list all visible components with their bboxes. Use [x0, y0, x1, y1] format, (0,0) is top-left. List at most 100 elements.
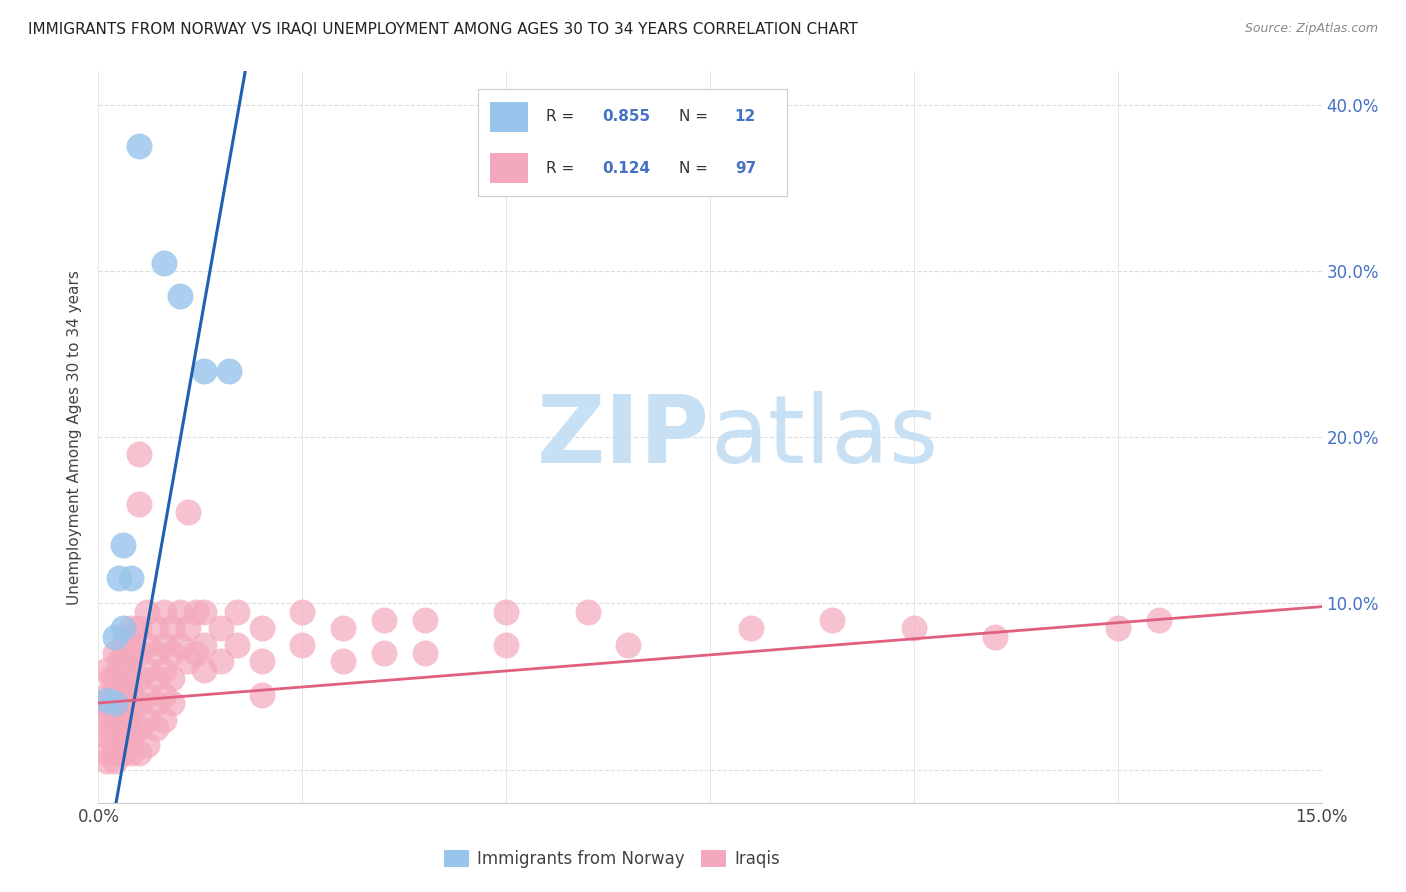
Point — [250, 621, 273, 635]
Point — [96, 699, 118, 714]
Point — [96, 692, 118, 706]
Point — [152, 255, 174, 269]
Point — [111, 729, 134, 743]
Text: atlas: atlas — [710, 391, 938, 483]
Point — [145, 646, 167, 660]
Point — [145, 671, 167, 685]
Point — [209, 655, 232, 669]
Text: 97: 97 — [735, 161, 756, 176]
Point — [96, 746, 118, 760]
Text: IMMIGRANTS FROM NORWAY VS IRAQI UNEMPLOYMENT AMONG AGES 30 TO 34 YEARS CORRELATI: IMMIGRANTS FROM NORWAY VS IRAQI UNEMPLOY… — [28, 22, 858, 37]
Text: ZIP: ZIP — [537, 391, 710, 483]
Point — [291, 605, 314, 619]
Point — [186, 646, 208, 660]
Point — [576, 605, 599, 619]
Point — [104, 696, 127, 710]
Point — [1147, 613, 1170, 627]
Point — [136, 713, 159, 727]
Point — [111, 655, 134, 669]
Point — [111, 713, 134, 727]
Point — [91, 696, 114, 710]
Point — [373, 613, 395, 627]
Point — [108, 655, 131, 669]
Point — [128, 139, 150, 153]
Point — [128, 746, 150, 760]
Text: R =: R = — [546, 161, 579, 176]
Point — [96, 663, 118, 677]
Point — [1107, 621, 1129, 635]
Text: R =: R = — [546, 109, 579, 124]
Point — [104, 729, 127, 743]
Point — [120, 646, 142, 660]
Point — [120, 671, 142, 685]
Point — [186, 605, 208, 619]
Point — [120, 571, 142, 585]
Point — [903, 621, 925, 635]
Point — [193, 363, 215, 377]
Point — [100, 729, 122, 743]
Text: N =: N = — [679, 109, 713, 124]
Point — [226, 605, 249, 619]
Point — [108, 571, 131, 585]
Point — [120, 729, 142, 743]
Point — [104, 688, 127, 702]
Point — [169, 289, 191, 303]
Point — [169, 605, 191, 619]
Point — [100, 696, 122, 710]
Point — [413, 646, 436, 660]
Point — [120, 746, 142, 760]
Point — [128, 671, 150, 685]
Point — [160, 696, 183, 710]
Point — [111, 621, 134, 635]
Point — [169, 638, 191, 652]
Point — [120, 621, 142, 635]
Point — [115, 713, 138, 727]
Text: N =: N = — [679, 161, 713, 176]
Point — [128, 721, 150, 735]
Point — [96, 713, 118, 727]
Point — [115, 680, 138, 694]
Point — [740, 621, 762, 635]
Point — [177, 655, 200, 669]
Point — [115, 696, 138, 710]
Point — [332, 621, 354, 635]
Point — [984, 630, 1007, 644]
Point — [111, 638, 134, 652]
Point — [128, 646, 150, 660]
Point — [495, 638, 517, 652]
Point — [160, 621, 183, 635]
Text: 12: 12 — [735, 109, 756, 124]
Point — [373, 646, 395, 660]
Y-axis label: Unemployment Among Ages 30 to 34 years: Unemployment Among Ages 30 to 34 years — [67, 269, 83, 605]
Point — [104, 746, 127, 760]
Point — [218, 363, 240, 377]
Point — [111, 680, 134, 694]
Point — [108, 713, 131, 727]
Point — [160, 671, 183, 685]
Legend: Immigrants from Norway, Iraqis: Immigrants from Norway, Iraqis — [437, 844, 787, 875]
Point — [104, 630, 127, 644]
Point — [250, 688, 273, 702]
Point — [145, 721, 167, 735]
Point — [128, 497, 150, 511]
Point — [120, 688, 142, 702]
Point — [617, 638, 640, 652]
Point — [145, 696, 167, 710]
Point — [152, 638, 174, 652]
Point — [115, 729, 138, 743]
Point — [108, 696, 131, 710]
Point — [111, 746, 134, 760]
Point — [136, 605, 159, 619]
Point — [108, 680, 131, 694]
Point — [193, 663, 215, 677]
Point — [145, 621, 167, 635]
Point — [160, 646, 183, 660]
Point — [96, 688, 118, 702]
Point — [177, 505, 200, 519]
Text: 0.124: 0.124 — [602, 161, 650, 176]
Text: Source: ZipAtlas.com: Source: ZipAtlas.com — [1244, 22, 1378, 36]
Point — [115, 630, 138, 644]
Point — [193, 605, 215, 619]
Point — [177, 621, 200, 635]
Point — [111, 696, 134, 710]
